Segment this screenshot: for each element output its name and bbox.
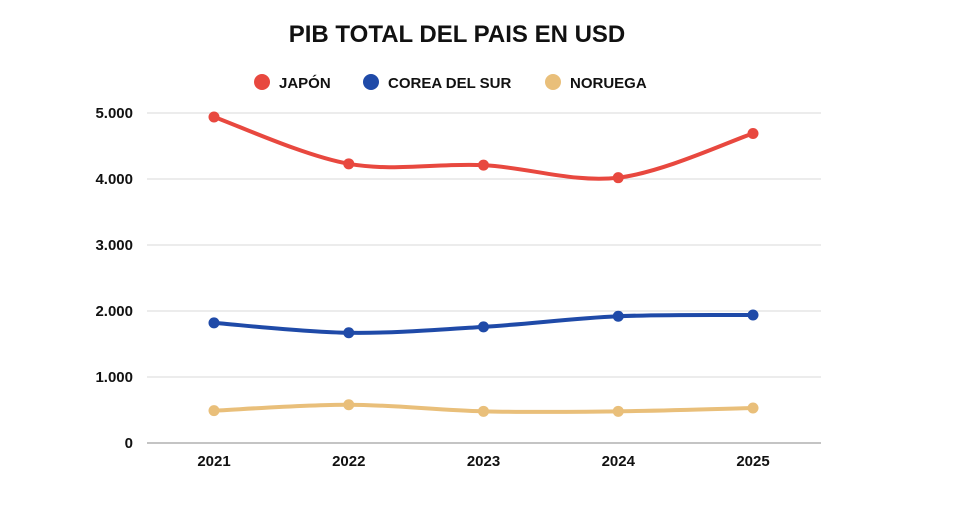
gridlines bbox=[147, 112, 821, 444]
y-tick-label: 5.000 bbox=[95, 105, 133, 122]
y-tick-label: 2.000 bbox=[95, 303, 133, 320]
x-axis-tick-labels: 2021 2022 2023 2024 2025 bbox=[197, 453, 769, 470]
series-noruega bbox=[208, 399, 759, 417]
legend-marker bbox=[545, 74, 561, 90]
legend-item-japon: JAPÓN bbox=[254, 74, 331, 92]
y-tick-label: 3.000 bbox=[95, 237, 133, 254]
legend: JAPÓN COREA DEL SUR NORUEGA bbox=[254, 74, 647, 92]
data-point-corea-del-sur bbox=[478, 321, 489, 333]
legend-label: JAPÓN bbox=[279, 74, 331, 92]
data-point-noruega bbox=[478, 405, 489, 417]
y-tick-label: 0 bbox=[125, 435, 133, 452]
data-point-noruega bbox=[747, 402, 759, 414]
data-point-corea-del-sur bbox=[208, 317, 220, 329]
legend-marker bbox=[254, 74, 270, 90]
data-point-noruega bbox=[208, 405, 220, 417]
x-tick-label: 2021 bbox=[197, 453, 230, 470]
data-point-noruega bbox=[343, 399, 355, 411]
data-point-japon bbox=[747, 127, 759, 139]
data-point-japon bbox=[208, 111, 220, 123]
y-axis-tick-labels: 0 1.000 2.000 3.000 4.000 5.000 bbox=[95, 105, 133, 452]
y-tick-label: 1.000 bbox=[95, 369, 133, 386]
legend-item-corea-del-sur: COREA DEL SUR bbox=[363, 74, 512, 92]
legend-item-noruega: NORUEGA bbox=[545, 74, 647, 92]
x-tick-label: 2023 bbox=[467, 453, 500, 470]
y-tick-label: 4.000 bbox=[95, 171, 133, 188]
x-tick-label: 2022 bbox=[332, 453, 365, 470]
data-point-japon bbox=[478, 159, 489, 171]
data-point-corea-del-sur bbox=[747, 309, 759, 321]
series-layer bbox=[208, 111, 759, 417]
data-point-japon bbox=[612, 172, 624, 184]
x-tick-label: 2024 bbox=[602, 453, 636, 470]
data-point-japon bbox=[343, 158, 355, 170]
legend-label: COREA DEL SUR bbox=[388, 75, 512, 92]
series-japon bbox=[208, 111, 759, 184]
data-point-corea-del-sur bbox=[612, 310, 624, 322]
legend-marker bbox=[363, 74, 379, 90]
x-tick-label: 2025 bbox=[736, 453, 769, 470]
data-point-noruega bbox=[612, 405, 624, 417]
chart-title: PIB TOTAL DEL PAIS EN USD bbox=[289, 21, 626, 48]
data-point-corea-del-sur bbox=[343, 327, 355, 339]
legend-label: NORUEGA bbox=[570, 75, 647, 92]
series-corea-del-sur bbox=[208, 309, 759, 339]
